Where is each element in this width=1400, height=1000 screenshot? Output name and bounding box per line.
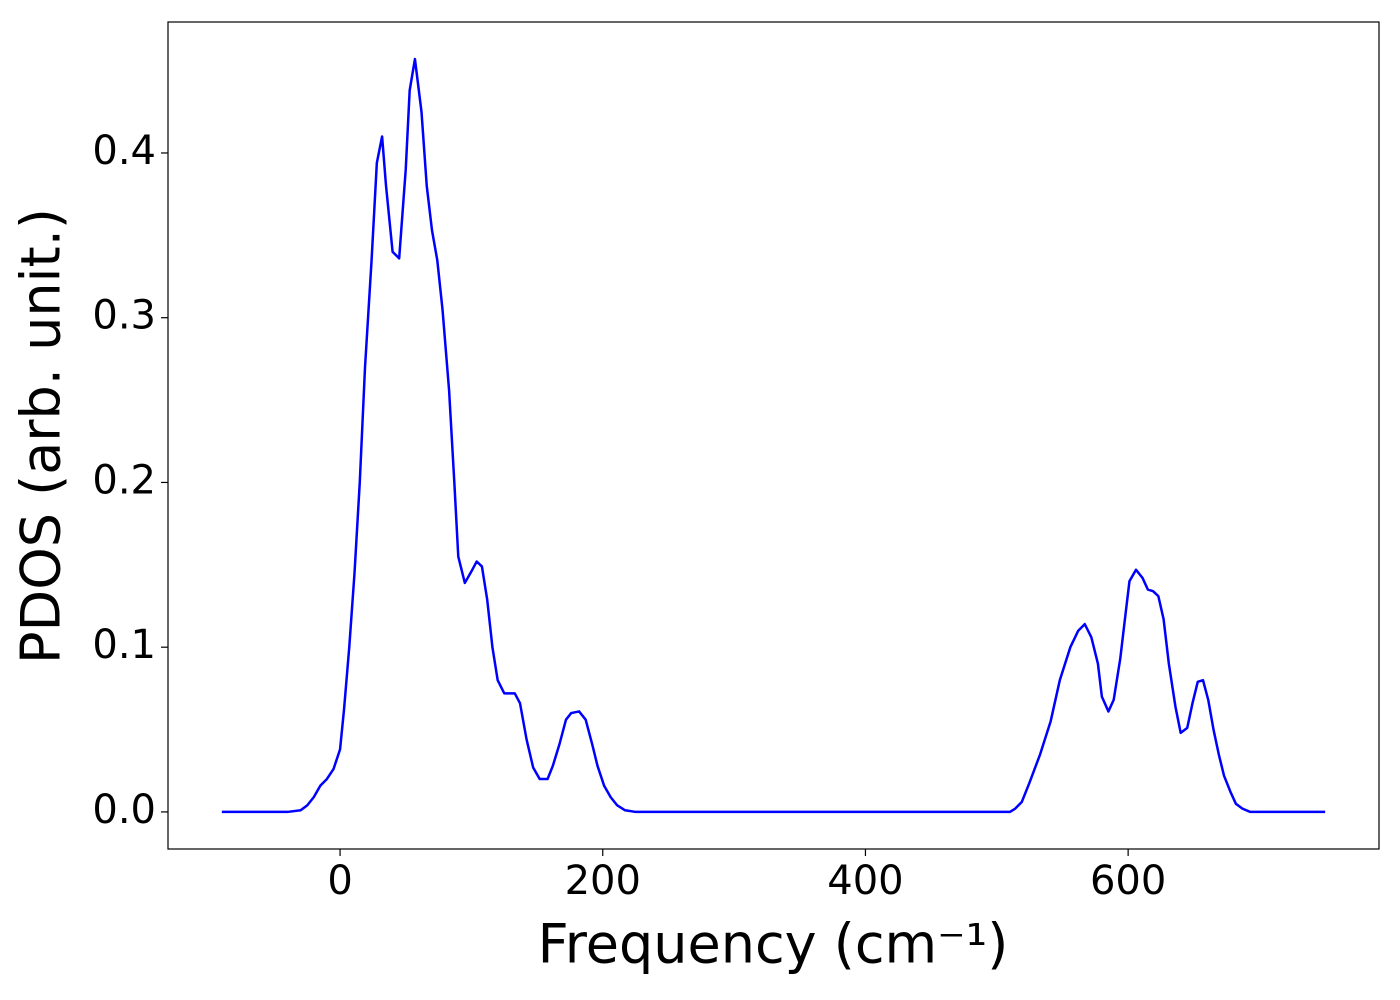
- pdos-line: [221, 57, 1326, 814]
- y-tick-label: 0.0: [92, 787, 156, 833]
- y-tick-label: 0.2: [92, 457, 156, 503]
- x-tick-label: 0: [327, 858, 352, 904]
- y-tick-label: 0.3: [92, 293, 156, 339]
- y-tick-label: 0.1: [92, 622, 156, 668]
- x-tick-label: 200: [565, 858, 641, 904]
- x-axis-label: Frequency (cm⁻¹): [538, 913, 1009, 976]
- plot-frame: [167, 21, 1380, 850]
- x-tick-label: 400: [827, 858, 903, 904]
- y-tick-label: 0.4: [92, 128, 156, 174]
- y-axis-label: PDOS (arb. unit.): [10, 208, 73, 664]
- x-tick-label: 600: [1090, 858, 1166, 904]
